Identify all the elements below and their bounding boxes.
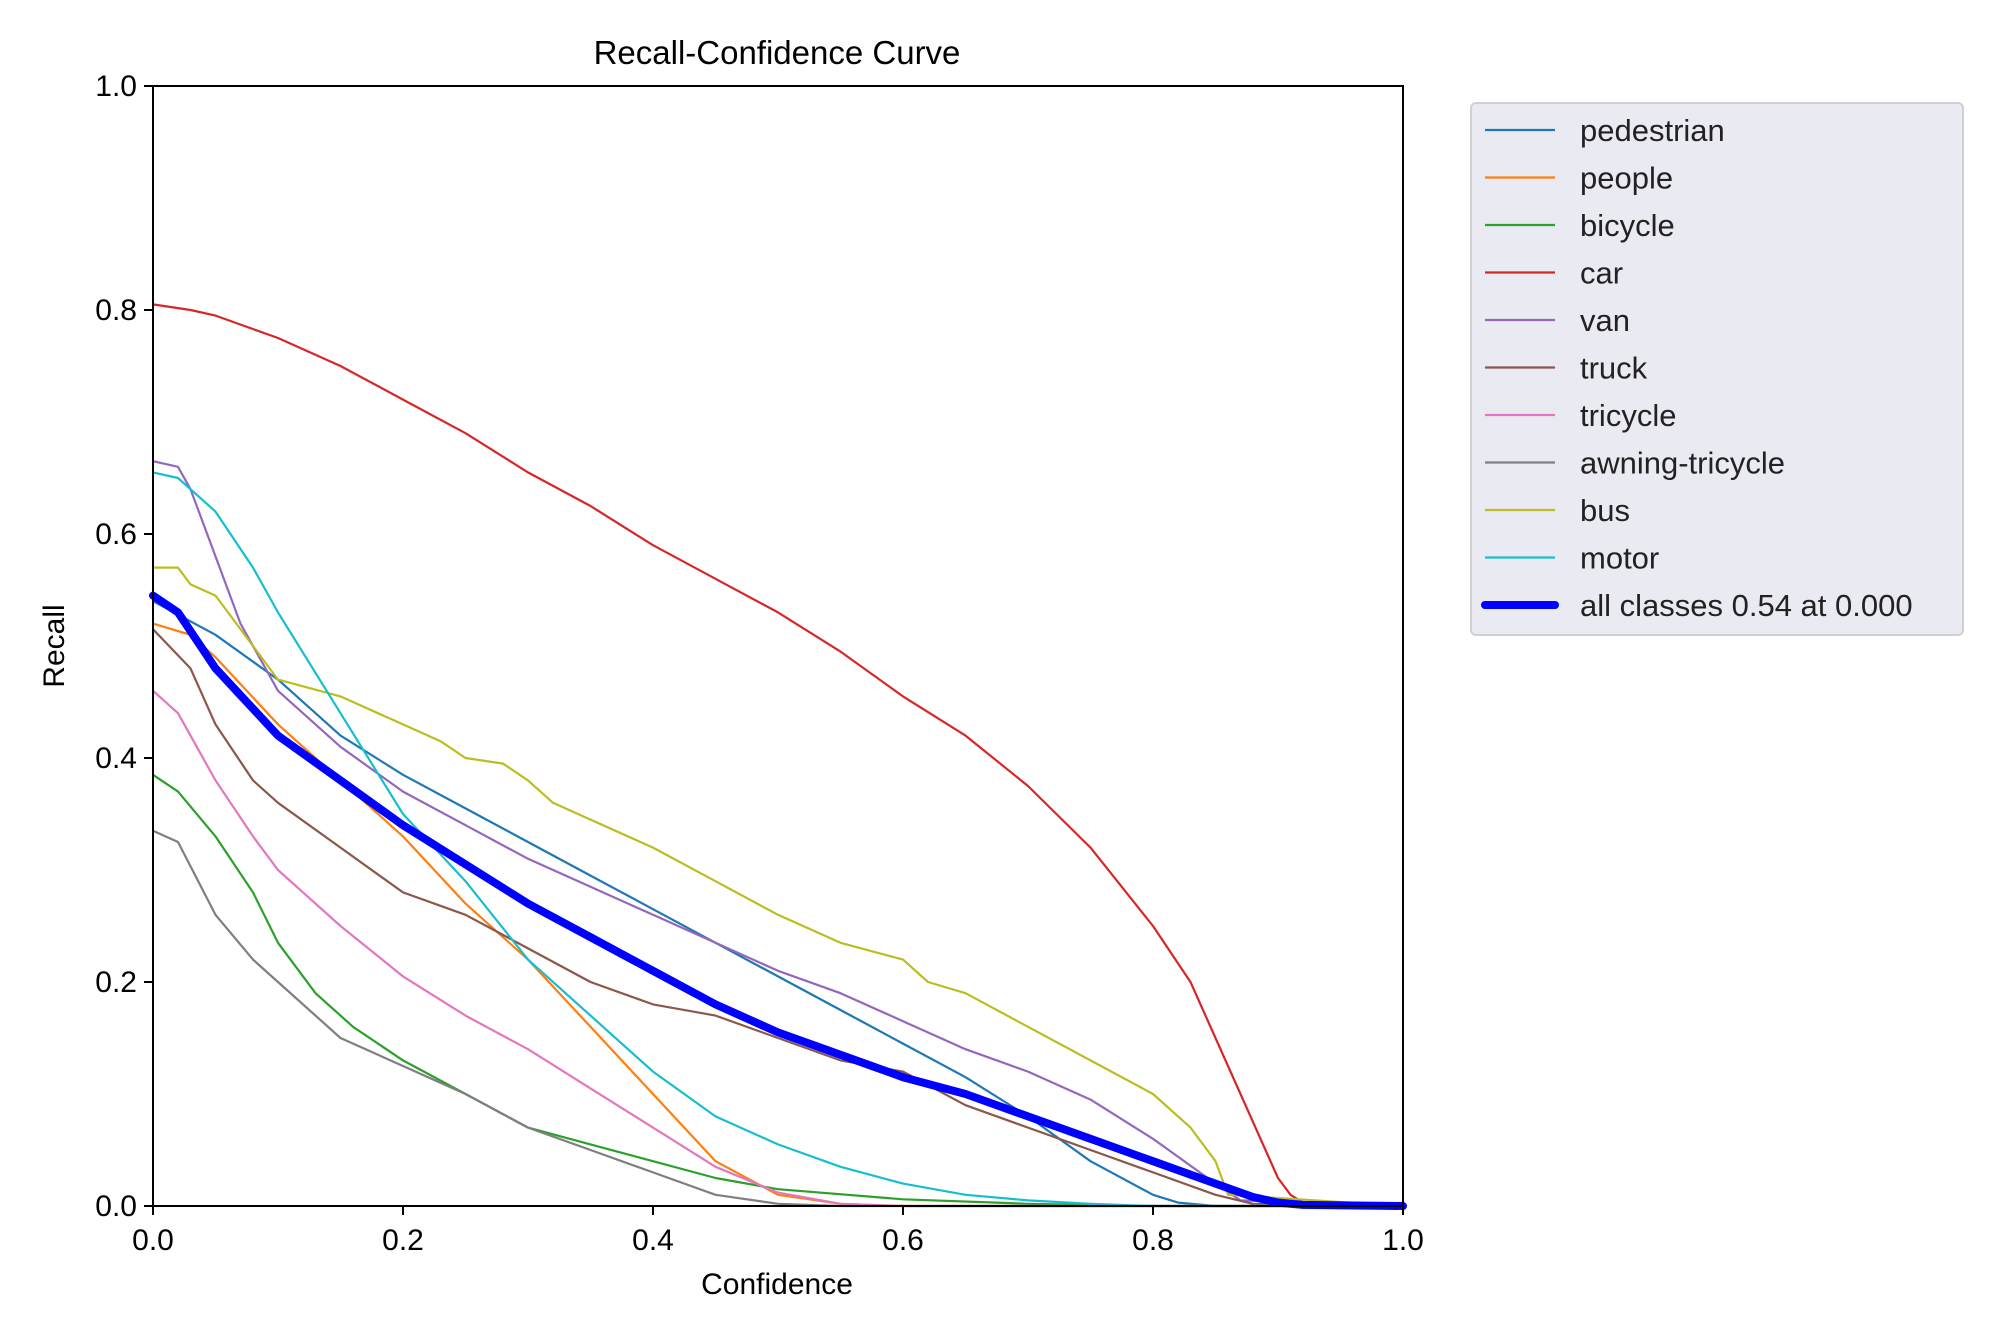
x-axis-title: Confidence (701, 1268, 853, 1301)
x-tick-label: 0.8 (1132, 1224, 1174, 1257)
legend-entry: pedestrian (1485, 113, 1725, 148)
legend-entry: bus (1485, 493, 1630, 528)
legend-items: pedestrian people bicycle car van truck tricyc… (1481, 113, 1913, 623)
legend-label: bus (1580, 493, 1630, 528)
series-line-car (151, 303, 1405, 1208)
series-line-awning-tricycle (151, 829, 1405, 1208)
legend-label: pedestrian (1580, 113, 1725, 148)
legend-entry: van (1485, 303, 1630, 338)
x-tick-label: 0.2 (382, 1224, 424, 1257)
series-line-truck (151, 628, 1405, 1208)
legend-entry: tricycle (1485, 398, 1676, 433)
y-tick-label: 0.4 (95, 742, 137, 775)
legend-label: motor (1580, 541, 1659, 576)
legend-entry: bicycle (1485, 208, 1675, 243)
series-line-van (151, 460, 1405, 1208)
series-line-pedestrian (151, 600, 1405, 1208)
legend-box (1470, 102, 1964, 636)
x-tick-label: 1.0 (1382, 1224, 1424, 1257)
legend-entry: all classes 0.54 at 0.000 (1481, 588, 1913, 623)
series-layer (149, 303, 1407, 1210)
legend-label: awning-tricycle (1580, 446, 1785, 481)
legend-label: bicycle (1580, 208, 1675, 243)
series-line-all (149, 591, 1407, 1210)
y-tick-label: 1.0 (95, 70, 137, 103)
y-axis-title: Recall (38, 604, 71, 687)
series-line-motor (151, 471, 1405, 1208)
x-tick-label: 0.4 (632, 1224, 674, 1257)
legend-label: van (1580, 303, 1630, 338)
y-tick-label: 0.2 (95, 966, 137, 999)
x-axis-ticks: 0.0 0.2 0.4 0.6 0.8 1.0 (132, 1206, 1424, 1257)
x-tick-label: 0.6 (882, 1224, 924, 1257)
legend-label: tricycle (1580, 398, 1676, 433)
series-line-tricycle (151, 689, 1405, 1208)
legend-entry: car (1485, 256, 1623, 291)
legend: pedestrian people bicycle car van truck tricyc… (1470, 102, 1964, 636)
legend-label: truck (1580, 351, 1648, 386)
legend-entry: people (1485, 161, 1673, 196)
y-tick-label: 0.6 (95, 518, 137, 551)
y-tick-label: 0.8 (95, 294, 137, 327)
plot-frame (152, 85, 1404, 1207)
legend-entry: awning-tricycle (1485, 446, 1785, 481)
legend-entry: truck (1485, 351, 1648, 386)
y-tick-label: 0.0 (95, 1190, 137, 1223)
chart-title: Recall-Confidence Curve (594, 34, 961, 71)
legend-entry: motor (1485, 541, 1659, 576)
y-axis-ticks: 0.0 0.2 0.4 0.6 0.8 1.0 (95, 70, 153, 1223)
legend-label: all classes 0.54 at 0.000 (1580, 588, 1913, 623)
x-tick-label: 0.0 (132, 1224, 174, 1257)
series-line-bus (151, 566, 1405, 1208)
legend-label: car (1580, 256, 1623, 291)
legend-label: people (1580, 161, 1673, 196)
series-line-bicycle (151, 773, 1405, 1208)
